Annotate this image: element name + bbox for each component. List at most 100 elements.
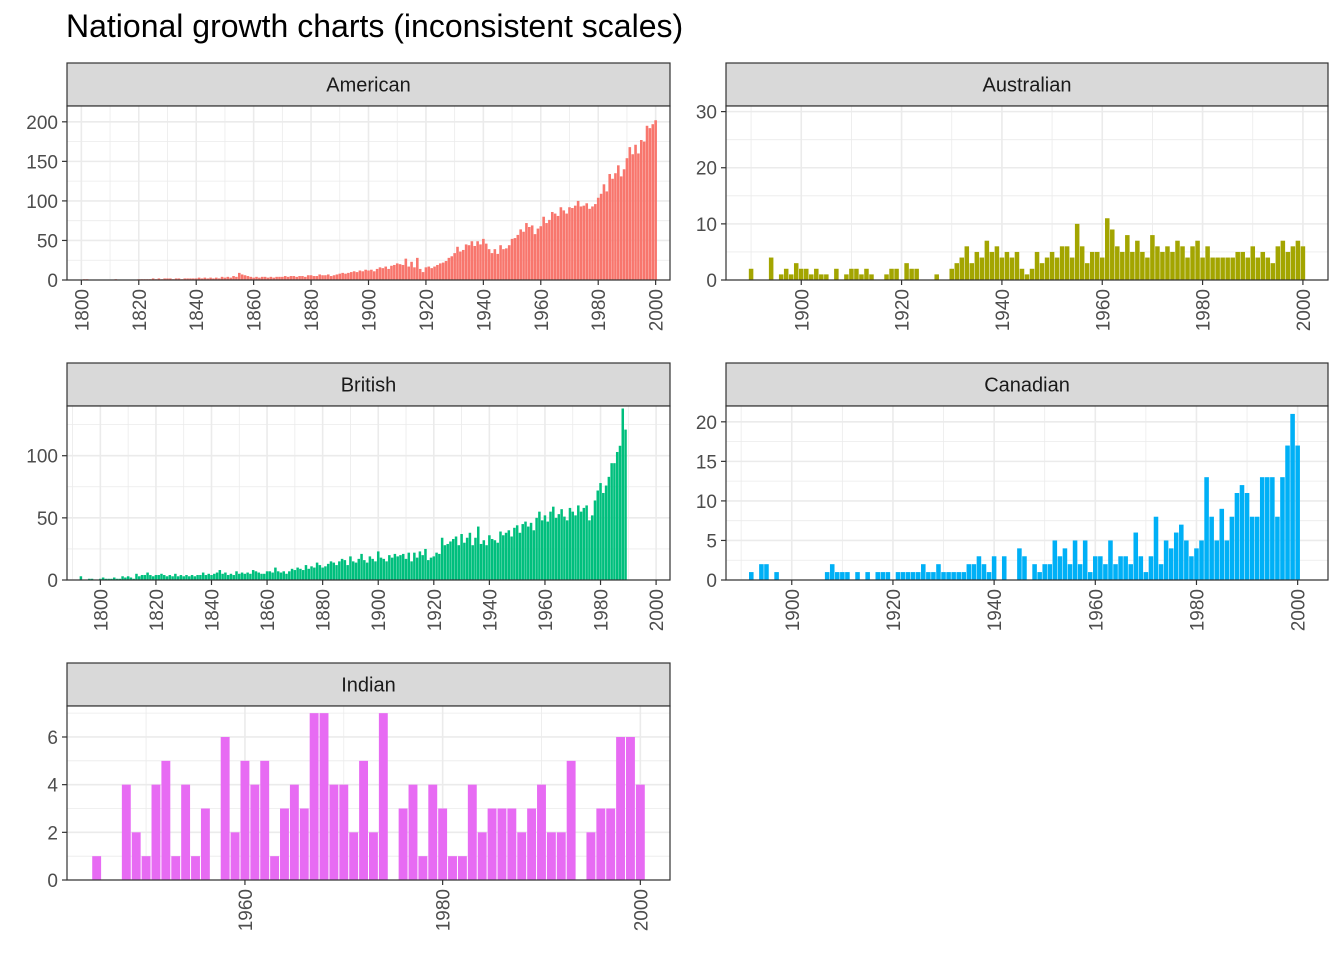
bar	[546, 521, 549, 580]
bar	[226, 276, 230, 280]
facet-strip	[725, 362, 1329, 407]
bar	[210, 575, 213, 580]
bar	[293, 570, 297, 580]
bar	[274, 567, 277, 580]
bar	[1155, 246, 1160, 280]
bar	[1093, 556, 1098, 580]
y-tick-label: 20	[696, 159, 717, 180]
bar	[614, 173, 617, 280]
bar	[157, 575, 160, 580]
bar	[372, 271, 376, 280]
bar	[246, 276, 250, 280]
bar	[161, 760, 171, 880]
bar	[118, 578, 122, 580]
bar	[926, 572, 931, 580]
bar	[346, 565, 349, 580]
bar	[1265, 257, 1271, 280]
bar	[1138, 556, 1144, 580]
bar	[914, 268, 919, 280]
x-tick-label: 2000	[1289, 589, 1310, 631]
bar	[554, 517, 558, 580]
bar	[407, 266, 410, 280]
bar	[215, 277, 218, 280]
bar	[318, 274, 321, 280]
bar	[909, 268, 914, 280]
bar	[517, 832, 527, 880]
bar	[131, 832, 141, 880]
y-tick-label: 10	[696, 492, 717, 513]
bar	[1039, 263, 1045, 280]
x-tick-label: 1920	[884, 589, 905, 631]
bar	[201, 572, 205, 580]
bar	[824, 274, 829, 280]
bar	[976, 556, 982, 580]
bar	[452, 538, 455, 580]
bar	[594, 204, 597, 280]
bar	[347, 272, 350, 280]
bar	[532, 530, 536, 580]
bar	[490, 538, 494, 580]
bar	[324, 275, 327, 280]
bar	[1214, 540, 1219, 580]
bar	[1062, 548, 1068, 580]
bar	[438, 808, 448, 880]
bar	[246, 572, 249, 580]
bar	[151, 576, 155, 580]
bar	[949, 268, 955, 280]
bar	[1219, 508, 1225, 580]
bar	[979, 257, 985, 280]
bar	[525, 223, 528, 280]
bar	[1185, 257, 1190, 280]
x-tick-label: 1840	[202, 589, 223, 631]
bar	[421, 272, 425, 280]
panel-border	[66, 705, 671, 881]
x-tick-label: 1800	[91, 589, 112, 631]
bar	[240, 274, 244, 280]
bar	[1229, 516, 1235, 580]
bar	[513, 238, 517, 280]
bar	[1125, 235, 1130, 280]
bar	[260, 573, 263, 580]
bar	[476, 241, 479, 280]
bar	[191, 856, 200, 880]
bar	[471, 545, 474, 580]
bar	[382, 558, 386, 580]
bar	[237, 272, 241, 280]
bar	[318, 565, 322, 580]
x-tick-label: 2000	[647, 589, 668, 631]
bar	[946, 572, 951, 580]
bar	[834, 268, 839, 280]
bar	[223, 277, 227, 280]
bar	[1032, 564, 1037, 580]
bar	[804, 268, 809, 280]
bar	[774, 572, 779, 580]
bar	[482, 238, 485, 280]
bar	[232, 276, 235, 280]
bar	[593, 500, 597, 580]
bar	[574, 515, 577, 580]
bar	[563, 516, 566, 580]
bar	[473, 245, 477, 280]
bar	[519, 229, 522, 280]
bar	[332, 562, 336, 580]
bar	[961, 572, 967, 580]
y-tick-label: 5	[706, 531, 717, 552]
bar	[1037, 572, 1042, 580]
bar	[338, 561, 341, 580]
bar	[289, 276, 293, 280]
bar	[1275, 246, 1281, 280]
bar	[1295, 445, 1300, 580]
bar	[327, 274, 330, 280]
bar	[788, 274, 794, 280]
bar	[258, 277, 261, 280]
bar	[407, 552, 411, 580]
bar	[869, 274, 874, 280]
bar	[1059, 246, 1065, 280]
bar	[1200, 257, 1205, 280]
bar	[344, 273, 347, 280]
bar	[463, 542, 466, 580]
bar	[951, 572, 956, 580]
bar	[562, 210, 566, 280]
bar	[279, 572, 283, 580]
bar	[268, 571, 272, 580]
